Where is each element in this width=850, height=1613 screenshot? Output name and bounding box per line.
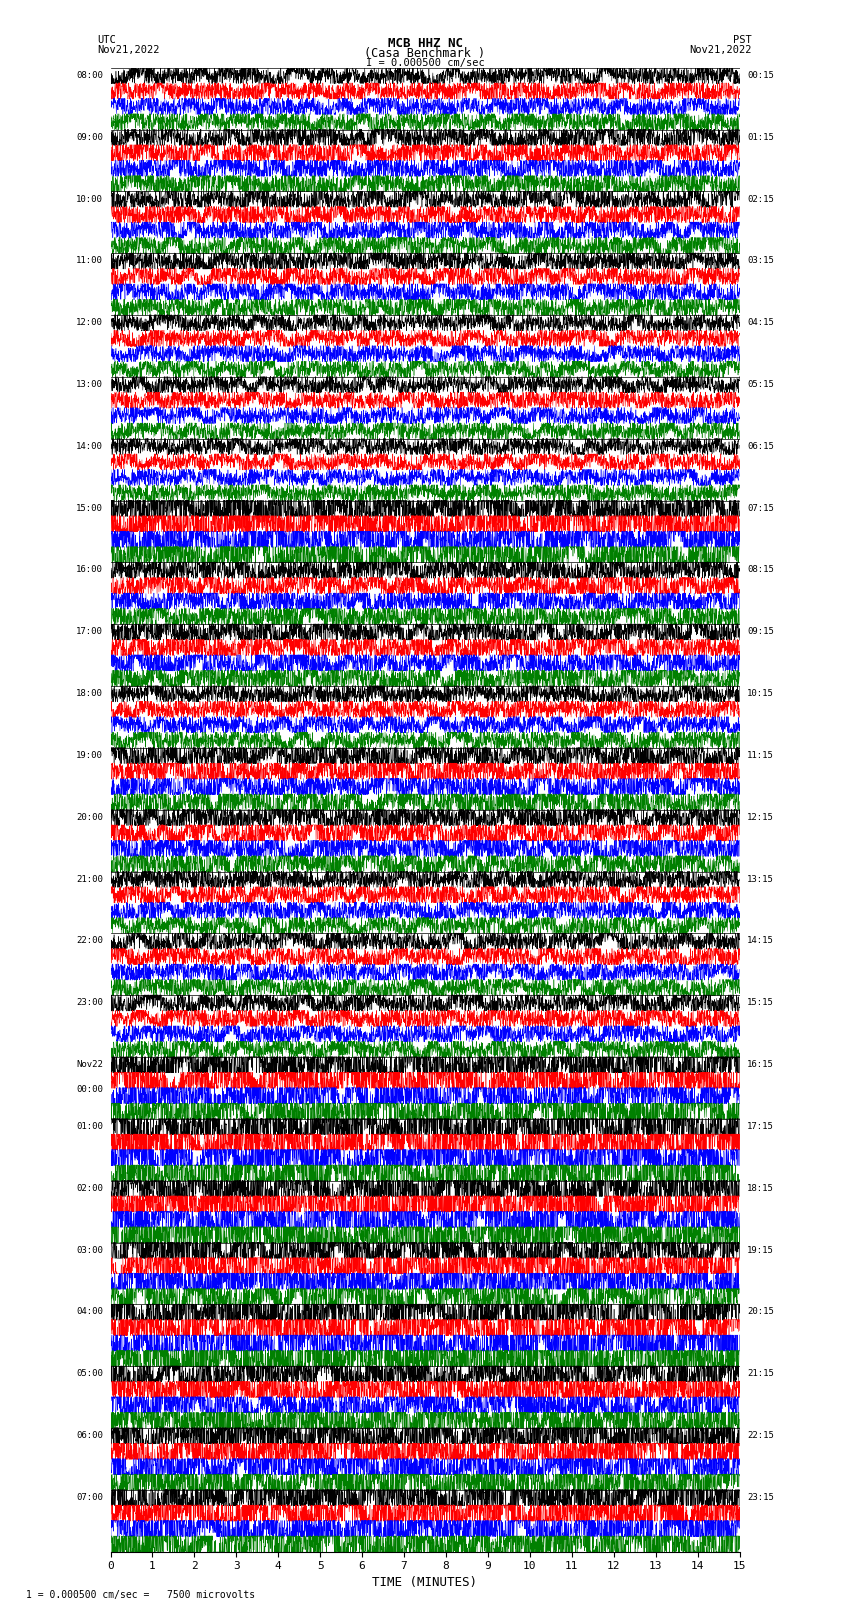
Text: 20:00: 20:00 (76, 813, 103, 821)
Text: UTC: UTC (98, 35, 116, 45)
Text: 05:00: 05:00 (76, 1369, 103, 1378)
Text: 16:15: 16:15 (747, 1060, 774, 1069)
Text: 16:00: 16:00 (76, 566, 103, 574)
Text: 11:15: 11:15 (747, 752, 774, 760)
Text: 13:00: 13:00 (76, 381, 103, 389)
Text: 01:00: 01:00 (76, 1123, 103, 1131)
Text: MCB HHZ NC: MCB HHZ NC (388, 37, 462, 50)
Text: 23:00: 23:00 (76, 998, 103, 1007)
Text: 00:00: 00:00 (76, 1086, 103, 1094)
Text: 00:15: 00:15 (747, 71, 774, 79)
Text: PST: PST (734, 35, 752, 45)
Text: 08:15: 08:15 (747, 566, 774, 574)
Text: 18:15: 18:15 (747, 1184, 774, 1192)
Text: 03:15: 03:15 (747, 256, 774, 265)
Text: 22:00: 22:00 (76, 937, 103, 945)
Text: 07:15: 07:15 (747, 503, 774, 513)
Text: I = 0.000500 cm/sec: I = 0.000500 cm/sec (366, 58, 484, 68)
Text: 17:00: 17:00 (76, 627, 103, 636)
Text: 14:00: 14:00 (76, 442, 103, 450)
Text: 12:15: 12:15 (747, 813, 774, 821)
Text: 04:15: 04:15 (747, 318, 774, 327)
Text: 20:15: 20:15 (747, 1308, 774, 1316)
Text: 18:00: 18:00 (76, 689, 103, 698)
Text: 13:15: 13:15 (747, 874, 774, 884)
Text: 23:15: 23:15 (747, 1494, 774, 1502)
Text: 19:15: 19:15 (747, 1245, 774, 1255)
Text: 03:00: 03:00 (76, 1245, 103, 1255)
Text: (Casa Benchmark ): (Casa Benchmark ) (365, 47, 485, 60)
Text: 12:00: 12:00 (76, 318, 103, 327)
Text: 02:00: 02:00 (76, 1184, 103, 1192)
Text: 10:00: 10:00 (76, 195, 103, 203)
Text: 10:15: 10:15 (747, 689, 774, 698)
Text: 19:00: 19:00 (76, 752, 103, 760)
Text: Nov22: Nov22 (76, 1060, 103, 1069)
Text: Nov21,2022: Nov21,2022 (689, 45, 752, 55)
Text: 05:15: 05:15 (747, 381, 774, 389)
Text: Nov21,2022: Nov21,2022 (98, 45, 161, 55)
Text: 15:00: 15:00 (76, 503, 103, 513)
Text: 21:00: 21:00 (76, 874, 103, 884)
X-axis label: TIME (MINUTES): TIME (MINUTES) (372, 1576, 478, 1589)
Text: 09:00: 09:00 (76, 132, 103, 142)
Text: 04:00: 04:00 (76, 1308, 103, 1316)
Text: 11:00: 11:00 (76, 256, 103, 265)
Text: 21:15: 21:15 (747, 1369, 774, 1378)
Text: 1 = 0.000500 cm/sec =   7500 microvolts: 1 = 0.000500 cm/sec = 7500 microvolts (26, 1590, 255, 1600)
Text: 22:15: 22:15 (747, 1431, 774, 1440)
Text: 17:15: 17:15 (747, 1123, 774, 1131)
Text: 14:15: 14:15 (747, 937, 774, 945)
Text: 06:15: 06:15 (747, 442, 774, 450)
Text: 07:00: 07:00 (76, 1494, 103, 1502)
Text: 01:15: 01:15 (747, 132, 774, 142)
Text: 09:15: 09:15 (747, 627, 774, 636)
Text: 06:00: 06:00 (76, 1431, 103, 1440)
Text: 02:15: 02:15 (747, 195, 774, 203)
Text: 08:00: 08:00 (76, 71, 103, 79)
Text: 15:15: 15:15 (747, 998, 774, 1007)
